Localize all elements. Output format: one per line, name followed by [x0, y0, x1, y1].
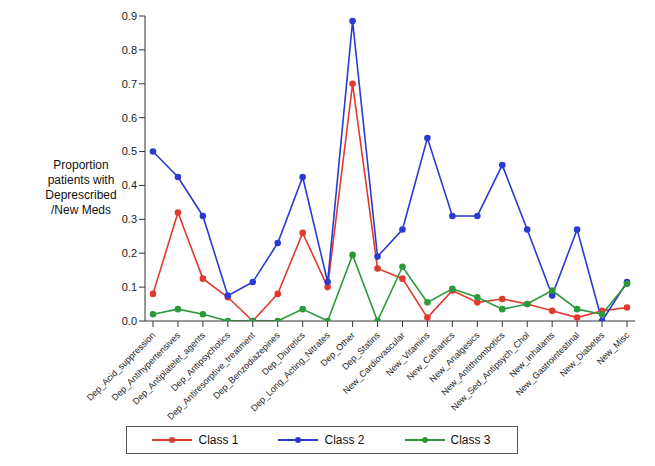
svg-text:Dep_Benzodiazepines: Dep_Benzodiazepines: [211, 330, 282, 401]
svg-text:0.4: 0.4: [122, 179, 137, 191]
svg-text:0.5: 0.5: [122, 145, 137, 157]
svg-text:New_Antithrombotics: New_Antithrombotics: [439, 330, 507, 398]
html-text:Class 2: Class 2: [324, 433, 365, 447]
svg-text:New_Diabetes: New_Diabetes: [557, 330, 607, 379]
svg-text:0.3: 0.3: [122, 213, 137, 225]
svg-text:New_Inhalants: New_Inhalants: [507, 330, 557, 380]
svg-text:0.9: 0.9: [122, 10, 137, 22]
svg-text:0.8: 0.8: [122, 44, 137, 56]
svg-text:Dep_Acid_suppression: Dep_Acid_suppression: [84, 330, 158, 403]
html-text:/New Meds: /New Meds: [51, 203, 111, 217]
svg-text:0.1: 0.1: [122, 281, 137, 293]
html-text:Class 3: Class 3: [450, 433, 491, 447]
html-text:Deprescribed: Deprescribed: [45, 188, 117, 202]
svg-text:New_Vitamins: New_Vitamins: [384, 330, 432, 378]
svg-text:Dep_Antipsychotics: Dep_Antipsychotics: [169, 330, 233, 394]
svg-text:0.2: 0.2: [122, 247, 137, 259]
svg-text:Dep_Antiresorptive_treatment: Dep_Antiresorptive_treatment: [165, 330, 257, 422]
svg-text:Dep_Antiplatelet_agents: Dep_Antiplatelet_agents: [130, 330, 208, 407]
svg-text:New_Misc: New_Misc: [595, 330, 632, 367]
svg-text:Dep_Statins: Dep_Statins: [340, 330, 382, 372]
svg-text:New_Cardiovascular: New_Cardiovascular: [340, 330, 407, 396]
svg-text:0.7: 0.7: [122, 78, 137, 90]
svg-text:Dep_Long_Acting_Nitrates: Dep_Long_Acting_Nitrates: [249, 330, 332, 413]
svg-text:0.6: 0.6: [122, 112, 137, 124]
svg-text:0.0: 0.0: [122, 315, 137, 327]
html-text:Proportion: Proportion: [53, 158, 109, 172]
svg-text:Dep_Other: Dep_Other: [318, 330, 357, 369]
html-text:Class 1: Class 1: [198, 433, 239, 447]
svg-text:New_Sed_Antipsych_Chol: New_Sed_Antipsych_Chol: [449, 330, 532, 413]
svg-text:Dep_Antihypertensives: Dep_Antihypertensives: [109, 330, 183, 403]
svg-text:New_Gastrointestinal: New_Gastrointestinal: [513, 330, 582, 398]
svg-text:New_Analgesics: New_Analgesics: [427, 330, 482, 385]
html-text:patients with: patients with: [47, 173, 115, 187]
svg-text:New_Cathartics: New_Cathartics: [404, 330, 457, 383]
svg-text:Dep_Diuretics: Dep_Diuretics: [259, 330, 307, 378]
